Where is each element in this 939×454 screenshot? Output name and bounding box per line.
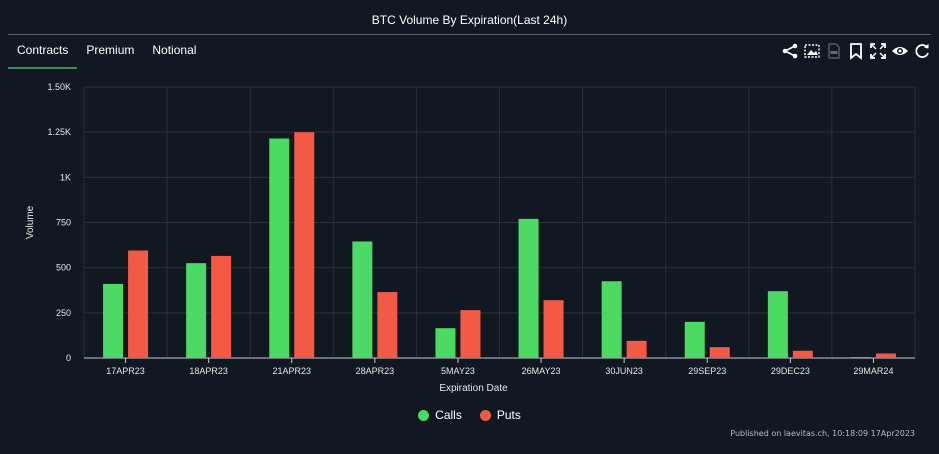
legend-item-puts[interactable]: Puts	[479, 408, 521, 422]
eye-icon[interactable]	[891, 42, 909, 60]
bar-calls	[352, 241, 373, 358]
bar-calls	[684, 321, 705, 358]
y-tick-label: 1.50K	[47, 82, 71, 92]
bar-calls	[518, 218, 539, 358]
bar-puts	[211, 255, 232, 358]
x-tick-label: 26MAY23	[522, 366, 561, 376]
share-icon[interactable]	[781, 42, 799, 60]
bar-calls	[435, 328, 456, 358]
bar-calls	[601, 281, 622, 358]
chart-toolbar	[781, 42, 931, 60]
bar-puts	[128, 250, 149, 358]
image-export-icon[interactable]	[803, 42, 821, 60]
y-tick-label: 750	[56, 218, 71, 228]
legend-label-calls: Calls	[435, 408, 462, 422]
y-tick-label: 1K	[60, 172, 71, 182]
bar-puts	[709, 347, 730, 358]
published-credit: Published on laevitas.ch, 10:18:09 17Apr…	[730, 429, 915, 438]
x-tick-label: 29DEC23	[771, 366, 810, 376]
bar-calls	[103, 283, 124, 358]
bar-puts	[460, 310, 481, 358]
x-tick-label: 21APR23	[272, 366, 311, 376]
tab-notional[interactable]: Notional	[152, 43, 197, 57]
legend: Calls Puts	[0, 408, 939, 422]
x-tick-label: 30JUN23	[605, 366, 643, 376]
tab-bar: Contracts Premium Notional	[8, 36, 205, 69]
y-tick-label: 0	[66, 353, 71, 363]
y-tick-label: 500	[56, 263, 71, 273]
bar-calls	[767, 291, 788, 358]
bookmark-icon[interactable]	[847, 42, 865, 60]
chart-title: BTC Volume By Expiration(Last 24h)	[371, 13, 568, 27]
x-tick-label: 28APR23	[356, 366, 395, 376]
y-tick-label: 1.25K	[47, 127, 71, 137]
bar-puts	[543, 300, 564, 358]
bar-puts	[377, 292, 398, 358]
y-tick-label: 250	[56, 308, 71, 318]
x-tick-label: 29SEP23	[688, 366, 726, 376]
legend-label-puts: Puts	[496, 408, 521, 422]
x-tick-label: 29MAR24	[853, 366, 893, 376]
bar-calls	[186, 263, 207, 358]
legend-swatch-puts	[479, 409, 491, 421]
tab-contracts[interactable]: Contracts	[8, 36, 78, 69]
fullscreen-icon[interactable]	[869, 42, 887, 60]
bar-calls	[269, 138, 290, 358]
bar-calls	[850, 357, 871, 358]
pdf-export-icon[interactable]	[825, 42, 843, 60]
legend-item-calls[interactable]: Calls	[418, 408, 462, 422]
x-tick-label: 18APR23	[189, 366, 228, 376]
refresh-icon[interactable]	[913, 42, 931, 60]
y-axis-title: Volume	[25, 205, 36, 239]
legend-swatch-calls	[418, 409, 430, 421]
x-tick-label: 17APR23	[106, 366, 145, 376]
tab-premium[interactable]: Premium	[86, 43, 135, 57]
bar-chart: 0 250 500 750 1K 1.25K 1.50K 17APR23 18APR23 21AP…	[25, 82, 916, 394]
bar-puts	[294, 132, 315, 358]
x-axis-title: Expiration Date	[439, 383, 508, 394]
x-tick-label: 5MAY23	[441, 366, 475, 376]
title-divider	[8, 34, 931, 35]
bar-puts	[875, 353, 896, 358]
bar-puts	[626, 340, 647, 358]
bar-puts	[792, 350, 813, 358]
